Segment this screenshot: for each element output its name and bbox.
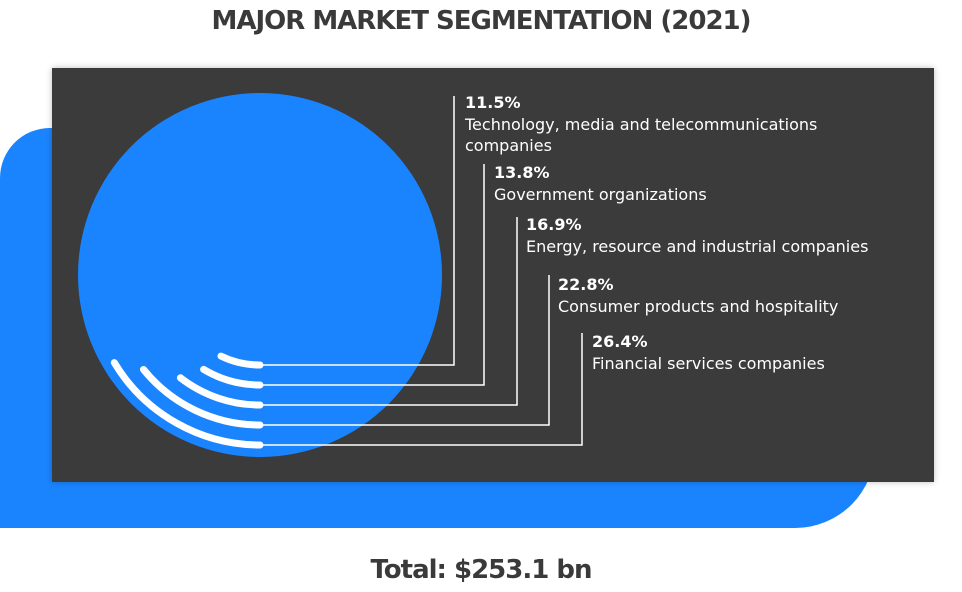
series-value-label: 22.8%	[558, 275, 614, 294]
total-label: Total: $253.1 bn	[370, 555, 593, 585]
series-arc	[200, 365, 264, 389]
series-leader-line	[260, 333, 583, 446]
series-name-label: Financial services companies	[592, 354, 825, 373]
series-name-label: companies	[465, 136, 552, 155]
series-arc	[176, 374, 264, 409]
series-value-label: 16.9%	[526, 215, 582, 234]
series-value-label: 11.5%	[465, 93, 521, 112]
series-name-label: Consumer products and hospitality	[558, 297, 838, 316]
series-name-label: Technology, media and telecommunications	[464, 115, 817, 134]
series-name-label: Energy, resource and industrial companie…	[526, 237, 868, 256]
series-name-label: Government organizations	[494, 185, 707, 204]
series-leader-line	[260, 164, 485, 386]
series-arc	[217, 352, 264, 369]
series-value-label: 13.8%	[494, 163, 550, 182]
series-leader-line	[260, 96, 455, 366]
series-leader-line	[260, 217, 518, 406]
series-arc	[110, 359, 264, 449]
series-value-label: 26.4%	[592, 332, 648, 351]
series-arc	[140, 366, 264, 429]
series-leader-line	[260, 275, 550, 426]
page-title: MAJOR MARKET SEGMENTATION (2021)	[211, 6, 751, 36]
pie-disc	[78, 93, 442, 457]
